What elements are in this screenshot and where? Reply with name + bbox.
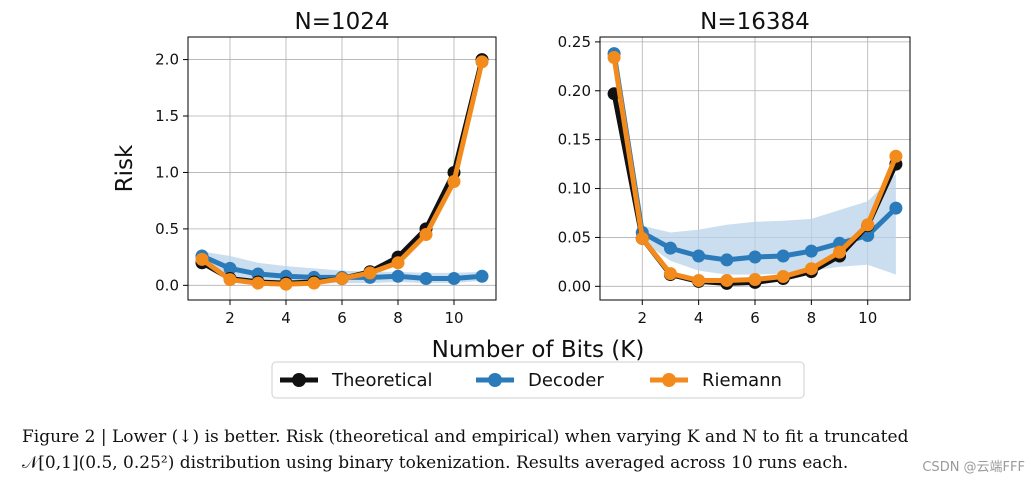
data-point-riemann (335, 272, 349, 286)
legend: Theoretical Decoder Riemann (271, 361, 805, 399)
y-tick-label: 1.5 (155, 107, 179, 125)
data-point-riemann (363, 266, 377, 280)
y-tick-label: 0.15 (558, 131, 591, 149)
data-point-riemann (804, 262, 818, 276)
legend-label-theoretical: Theoretical (331, 370, 433, 391)
y-tick-label: 2.0 (155, 51, 179, 69)
data-point-decoder (776, 249, 790, 263)
data-point-decoder (223, 261, 237, 275)
x-tick-label: 2 (225, 309, 235, 327)
data-point-decoder (720, 253, 734, 267)
data-point-riemann (861, 218, 875, 232)
legend-box (271, 361, 805, 399)
y-tick-label: 0.0 (155, 276, 179, 294)
data-point-decoder (475, 269, 489, 283)
y-tick-label: 0.25 (558, 33, 591, 51)
x-tick-label: 6 (750, 309, 760, 327)
data-point-decoder (889, 201, 903, 215)
plot-area (607, 47, 903, 290)
data-point-decoder (447, 272, 461, 286)
data-point-riemann (607, 51, 621, 65)
x-tick-label: 2 (637, 309, 647, 327)
x-tick-label: 8 (807, 309, 817, 327)
data-point-riemann (223, 273, 237, 287)
data-point-riemann (195, 252, 209, 266)
data-point-riemann (391, 256, 405, 270)
data-point-riemann (307, 276, 321, 290)
data-point-decoder (804, 244, 818, 258)
axes-frame (187, 36, 497, 301)
legend-label-decoder: Decoder (528, 370, 604, 391)
data-point-riemann (720, 273, 734, 287)
x-tick-label: 6 (337, 309, 347, 327)
data-point-decoder (663, 241, 677, 255)
data-point-decoder (419, 272, 433, 286)
figure-caption: Figure 2 | Lower (↓) is better. Risk (th… (22, 424, 1012, 476)
y-axis-label: Risk (112, 144, 138, 192)
axes-frame (599, 36, 911, 301)
y-tick-label: 0.10 (558, 180, 591, 198)
data-point-riemann (692, 273, 706, 287)
data-point-decoder (391, 269, 405, 283)
data-point-riemann (419, 228, 433, 242)
data-point-riemann (635, 231, 649, 245)
legend-marker-riemann (662, 373, 676, 387)
y-tick-label: 0.00 (558, 277, 591, 295)
y-tick-label: 0.05 (558, 228, 591, 246)
x-tick-label: 4 (694, 309, 704, 327)
data-point-decoder (692, 249, 706, 263)
legend-label-riemann: Riemann (702, 370, 782, 391)
caption-line-2: 𝒩[0,1](0.5, 0.25²) distribution using bi… (22, 453, 849, 473)
data-point-riemann (475, 55, 489, 69)
data-point-riemann (889, 149, 903, 163)
data-point-riemann (776, 270, 790, 284)
data-point-riemann (748, 272, 762, 286)
x-axis-label: Number of Bits (K) (432, 337, 645, 363)
chart-title: N=1024 (294, 9, 389, 35)
data-point-decoder (748, 250, 762, 264)
watermark: CSDN @云端FFF (922, 460, 1025, 475)
data-point-riemann (279, 277, 293, 291)
x-tick-label: 8 (393, 309, 403, 327)
x-tick-label: 10 (444, 309, 463, 327)
data-point-riemann (251, 276, 265, 290)
data-point-riemann (833, 245, 847, 259)
chart-title: N=16384 (700, 9, 810, 35)
chart-left: 2 4 6 8 10 0.0 0.5 1.0 1.5 2.0 N=1024 Risk (112, 9, 497, 327)
y-tick-label: 0.20 (558, 82, 591, 100)
plot-area (195, 53, 489, 291)
x-tick-label: 4 (281, 309, 291, 327)
legend-marker-decoder (488, 373, 502, 387)
caption-line-1: Figure 2 | Lower (↓) is better. Risk (th… (22, 427, 909, 447)
x-tick-label: 10 (858, 309, 877, 327)
y-tick-label: 1.0 (155, 163, 179, 181)
decoder-confidence-band (614, 49, 896, 275)
chart-right: 2 4 6 8 10 0.00 0.05 0.10 0.15 0.20 0.25 N=16384 (558, 9, 911, 327)
data-point-riemann (663, 267, 677, 281)
y-tick-label: 0.5 (155, 220, 179, 238)
data-point-riemann (447, 174, 461, 188)
legend-marker-theoretical (292, 373, 306, 387)
